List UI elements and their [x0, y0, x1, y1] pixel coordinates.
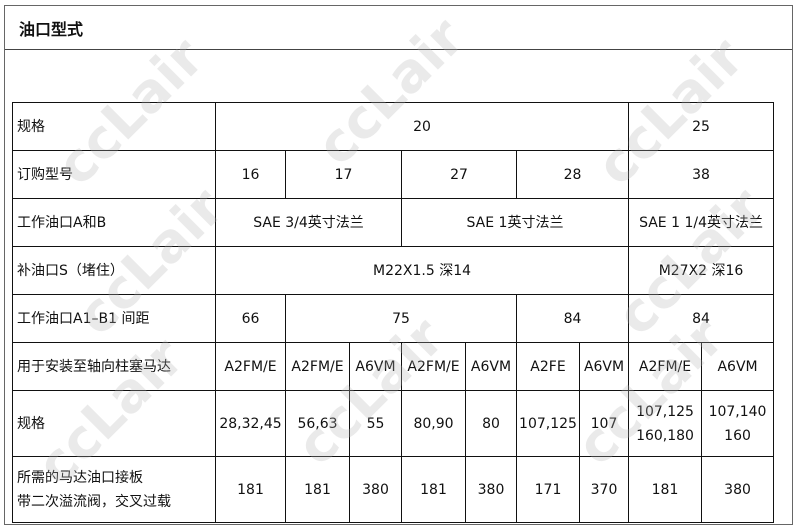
table-cell: 107	[578, 390, 630, 457]
table-row: 规格 20 25	[12, 102, 775, 151]
table-cell: 84	[515, 294, 630, 343]
table-row: 工作油口A和B SAE 3/4英寸法兰 SAE 1英寸法兰 SAE 1 1/4英寸法兰	[12, 198, 775, 247]
table-cell: A6VM	[701, 342, 775, 391]
table-cell: 380	[349, 456, 402, 523]
table-cell: 28,32,45	[215, 390, 286, 457]
row-label: 用于安装至轴向柱塞马达	[12, 342, 216, 391]
table-cell: M27X2 深16	[628, 246, 775, 295]
panel: 油口型式	[4, 5, 793, 525]
table-cell: 84	[628, 294, 775, 343]
table-row: 规格 28,32,45 56,63 55 80,90 80 107,125 107 107,12…	[12, 390, 775, 457]
row-label: 规格	[12, 102, 216, 151]
table-row: 工作油口A1–B1 间距 66 75 84 84	[12, 294, 775, 343]
table-cell: A2FM/E	[628, 342, 703, 391]
table-cell: 27	[401, 150, 517, 199]
table-cell: 181	[401, 456, 466, 523]
table-cell: A6VM	[349, 342, 402, 391]
table-cell: SAE 1英寸法兰	[400, 198, 630, 247]
table-cell: 38	[628, 150, 775, 199]
table-cell: 181	[628, 456, 703, 523]
table-cell: A2FM/E	[215, 342, 286, 391]
panel-title: 油口型式	[5, 6, 792, 50]
table-cell: M22X1.5 深14	[214, 246, 630, 295]
row-label: 订购型号	[12, 150, 216, 199]
row-label: 补油口S（堵住）	[12, 246, 216, 295]
row-label: 工作油口A和B	[12, 198, 216, 247]
table-cell: A2FM/E	[401, 342, 466, 391]
table-cell: SAE 3/4英寸法兰	[215, 198, 402, 247]
row-label: 工作油口A1–B1 间距	[12, 294, 216, 343]
table-cell: 16	[215, 150, 286, 199]
table-row: 用于安装至轴向柱塞马达 A2FM/E A2FM/E A6VM A2FM/E A6VM A2F…	[12, 342, 775, 391]
table-cell: 107,125 160,180	[628, 390, 703, 457]
table-cell: 17	[285, 150, 402, 199]
table-cell: 181	[285, 456, 350, 523]
table-cell: 80,90	[401, 390, 466, 457]
table-cell: 20	[214, 102, 630, 151]
table-cell: 80	[465, 390, 517, 457]
table-cell: 55	[349, 390, 402, 457]
table-cell: SAE 1 1/4英寸法兰	[628, 198, 775, 247]
row-label: 规格	[12, 390, 216, 457]
table-cell: 171	[516, 456, 580, 523]
table-cell: A2FE	[516, 342, 580, 391]
table-cell: 75	[285, 294, 517, 343]
table-cell: 25	[628, 102, 775, 151]
table-cell: 56,63	[285, 390, 350, 457]
oil-port-table: 规格 20 25 订购型号 16 17 27 28 38 工作油口A和B SAE 3/4英寸法兰 SA…	[12, 102, 775, 523]
table-cell: A6VM	[465, 342, 517, 391]
table-cell: 380	[465, 456, 517, 523]
table-row: 订购型号 16 17 27 28 38	[12, 150, 775, 199]
table-cell: 107,140 160	[701, 390, 775, 457]
table-cell: 66	[215, 294, 286, 343]
table-cell: A6VM	[578, 342, 630, 391]
table-cell: 107,125	[516, 390, 580, 457]
table-row: 补油口S（堵住） M22X1.5 深14 M27X2 深16	[12, 246, 775, 295]
table-cell: A2FM/E	[285, 342, 350, 391]
row-label: 所需的马达油口接板 带二次溢流阀，交叉过载	[12, 456, 216, 523]
table-cell: 28	[515, 150, 630, 199]
table-cell: 181	[215, 456, 286, 523]
table-cell: 380	[701, 456, 775, 523]
table-row: 所需的马达油口接板 带二次溢流阀，交叉过载 181 181 380 181 380 171 37…	[12, 456, 775, 523]
table-cell: 370	[578, 456, 630, 523]
